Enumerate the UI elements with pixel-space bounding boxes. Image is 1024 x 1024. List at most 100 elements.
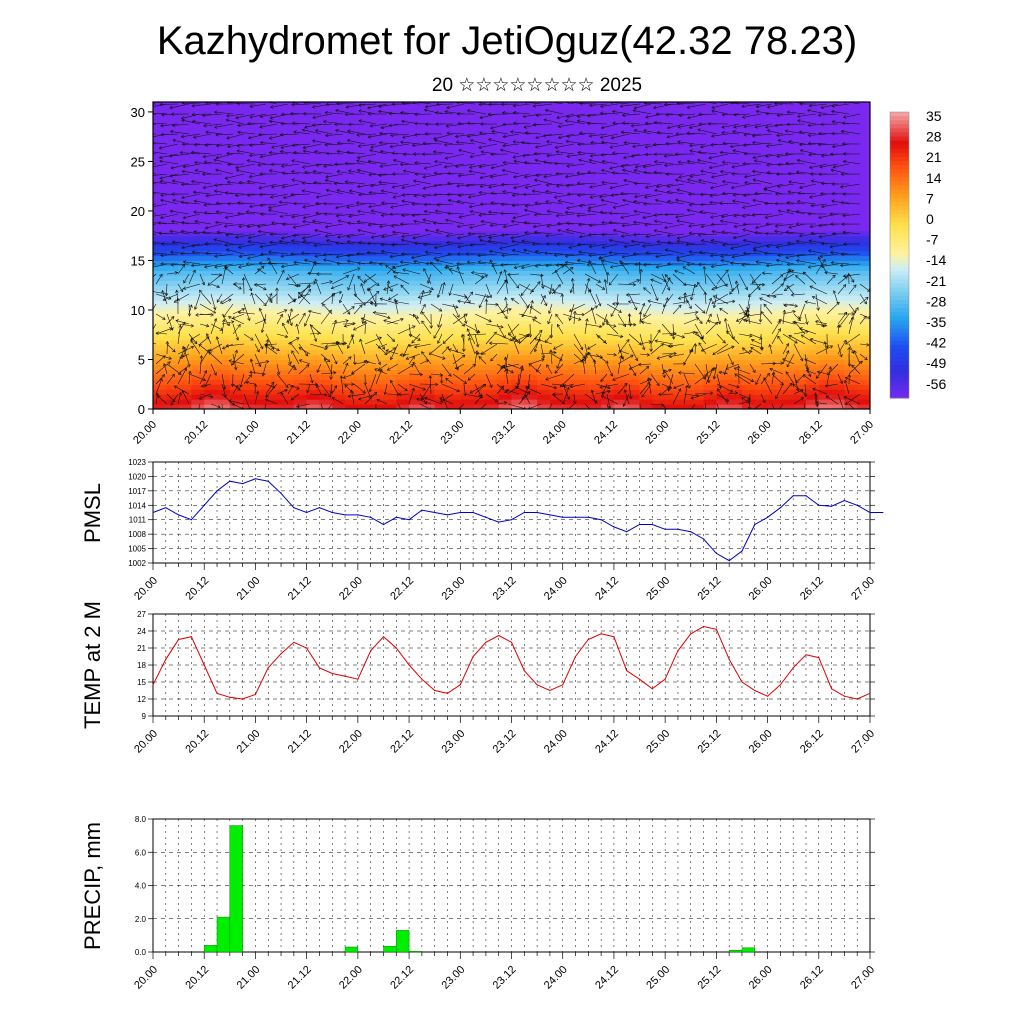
heatmap-cell bbox=[434, 225, 449, 232]
heatmap-cell bbox=[178, 324, 192, 331]
heatmap-cell bbox=[652, 181, 666, 187]
wind-vector-head bbox=[798, 130, 803, 134]
heatmap-cell bbox=[332, 369, 346, 375]
heatmap-cell bbox=[793, 399, 807, 405]
heatmap-cell bbox=[857, 141, 870, 148]
heatmap-cell bbox=[754, 210, 769, 217]
heatmap-cell bbox=[396, 107, 410, 113]
heatmap-cell bbox=[613, 186, 628, 192]
heatmap-cell bbox=[857, 220, 870, 227]
heatmap-cell bbox=[460, 181, 474, 187]
heatmap-cell bbox=[421, 111, 436, 118]
wind-vector bbox=[249, 143, 267, 146]
heatmap-cell bbox=[473, 171, 487, 177]
wind-vector-head bbox=[291, 214, 295, 219]
wind-vector bbox=[260, 203, 278, 206]
heatmap-cell bbox=[549, 121, 564, 128]
heatmap-cell bbox=[793, 102, 807, 108]
heatmap-cell bbox=[729, 161, 743, 167]
heatmap-cell bbox=[485, 369, 500, 375]
heatmap-cell bbox=[703, 111, 717, 118]
heatmap-cell bbox=[677, 349, 692, 356]
wind-vector-head bbox=[600, 168, 605, 173]
heatmap-cell bbox=[255, 161, 269, 167]
wind-vector-head bbox=[456, 112, 460, 116]
heatmap-cell bbox=[524, 230, 538, 237]
heatmap-cell bbox=[345, 270, 359, 276]
wind-vector-head bbox=[290, 170, 295, 174]
heatmap-cell bbox=[831, 319, 845, 326]
heatmap-cell bbox=[383, 151, 397, 158]
heatmap-cell bbox=[793, 240, 807, 247]
heatmap-cell bbox=[460, 300, 474, 306]
heatmap-cell bbox=[383, 215, 397, 222]
heatmap-cell bbox=[370, 270, 385, 276]
heatmap-cell bbox=[370, 384, 385, 390]
heatmap-cell bbox=[217, 275, 231, 281]
wind-vector-head bbox=[171, 179, 176, 183]
heatmap-cell bbox=[204, 102, 218, 108]
heatmap-cell bbox=[153, 369, 167, 375]
heatmap-cell bbox=[844, 156, 858, 163]
heatmap-cell bbox=[485, 176, 500, 182]
heatmap-cell bbox=[613, 300, 628, 306]
heatmap-cell bbox=[178, 295, 192, 301]
heatmap-cell bbox=[434, 324, 449, 331]
heatmap-cell bbox=[844, 245, 858, 252]
heatmap-cell bbox=[626, 176, 641, 182]
heatmap-cell bbox=[255, 121, 269, 128]
heatmap-cell bbox=[818, 196, 833, 202]
heatmap-cell bbox=[677, 220, 692, 227]
wind-vector-head bbox=[158, 145, 163, 150]
wind-vector-head bbox=[566, 192, 571, 196]
wind-vector bbox=[302, 163, 322, 168]
heatmap-cell bbox=[498, 230, 513, 237]
wind-vector-head bbox=[335, 214, 340, 218]
heatmap-cell bbox=[729, 196, 743, 202]
heatmap-cell bbox=[806, 176, 820, 182]
heatmap-cell bbox=[293, 319, 308, 326]
wind-vector bbox=[457, 200, 476, 205]
heatmap-cell bbox=[716, 181, 730, 187]
heatmap-cell bbox=[844, 314, 858, 321]
heatmap-cell bbox=[754, 201, 769, 207]
wind-vector-head bbox=[259, 140, 264, 145]
heatmap-cell bbox=[524, 295, 538, 301]
heatmap-cell bbox=[831, 349, 845, 356]
wind-vector bbox=[634, 193, 652, 198]
heatmap-cell bbox=[511, 126, 525, 133]
heatmap-cell bbox=[229, 230, 244, 237]
heatmap-cell bbox=[229, 196, 244, 202]
heatmap-cell bbox=[575, 240, 589, 247]
heatmap-cell bbox=[857, 206, 870, 212]
heatmap-cell bbox=[831, 201, 845, 207]
heatmap-cell bbox=[293, 295, 308, 301]
heatmap-cell bbox=[690, 404, 705, 409]
heatmap-cell bbox=[857, 102, 870, 108]
heatmap-cell bbox=[767, 339, 781, 346]
heatmap-cell bbox=[613, 156, 628, 163]
heatmap-cell bbox=[754, 206, 769, 212]
wind-vector bbox=[180, 201, 201, 205]
heatmap-cell bbox=[613, 111, 628, 118]
heatmap-cell bbox=[217, 225, 231, 232]
heatmap-cell bbox=[357, 255, 372, 262]
wind-vector bbox=[733, 113, 751, 116]
heatmap-cell bbox=[409, 379, 423, 385]
heatmap-cell bbox=[613, 265, 628, 271]
wind-vector bbox=[248, 133, 267, 139]
heatmap-cell bbox=[703, 126, 717, 133]
wind-vector-head bbox=[545, 183, 550, 187]
heatmap-cell bbox=[754, 290, 769, 296]
heatmap-cell bbox=[229, 245, 244, 252]
heatmap-cell bbox=[703, 186, 717, 192]
wind-vector bbox=[478, 143, 498, 148]
wind-vector-head bbox=[281, 171, 285, 175]
wind-vector bbox=[368, 192, 388, 195]
heatmap-cell bbox=[409, 220, 423, 227]
heatmap-cell bbox=[767, 310, 781, 316]
heatmap-cell bbox=[511, 399, 525, 405]
heatmap-cell bbox=[421, 300, 436, 306]
heatmap-cell bbox=[818, 220, 833, 227]
heatmap-cell bbox=[460, 171, 474, 177]
